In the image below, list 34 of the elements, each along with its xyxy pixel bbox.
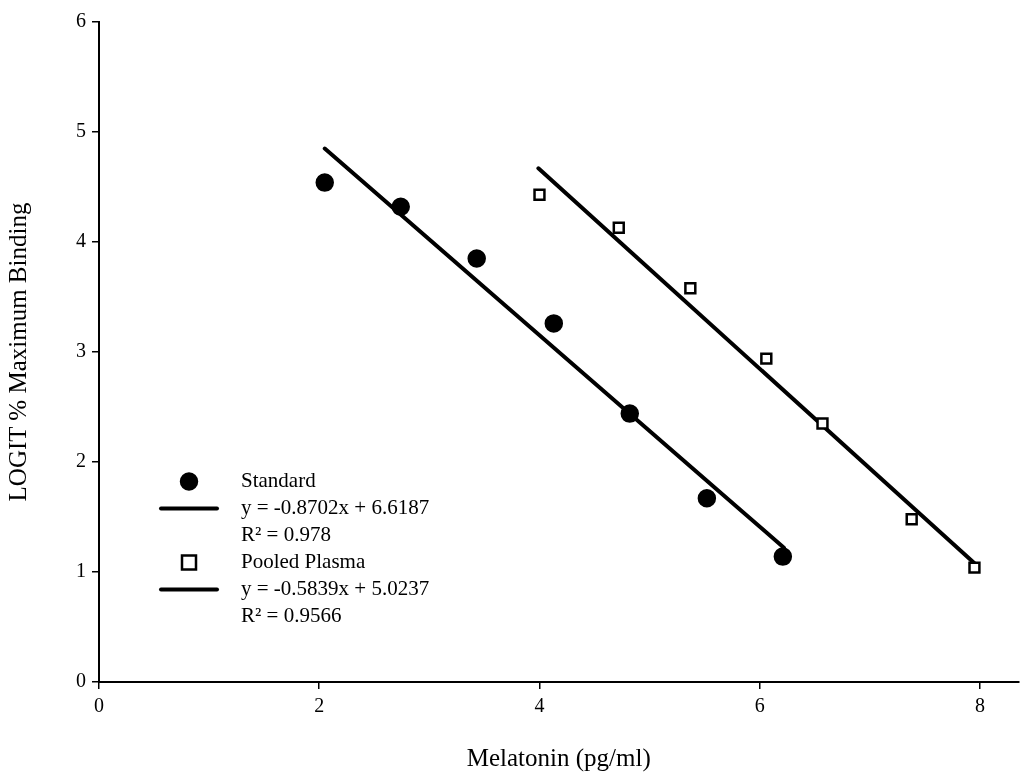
annotation: R² = 0.9566	[241, 603, 342, 628]
x-tick-label: 8	[974, 694, 985, 717]
y-axis-title: LOGIT % Maximum Binding	[3, 202, 31, 502]
y-tick-label: 1	[76, 559, 86, 582]
point	[697, 489, 717, 508]
point	[533, 188, 546, 201]
annotation: y = -0.5839x + 5.0237	[241, 576, 430, 601]
y-tick-label: 3	[76, 339, 86, 362]
legend-label: Standard	[241, 468, 317, 493]
point	[612, 221, 625, 234]
y-tick-label: 0	[76, 669, 86, 692]
y-tick-label: 6	[76, 9, 86, 32]
point	[760, 352, 773, 365]
y-tick-label: 5	[76, 119, 86, 142]
point	[905, 513, 918, 526]
point	[544, 314, 564, 333]
x-tick-label: 6	[754, 694, 765, 717]
point	[620, 404, 640, 423]
x-tick-label: 2	[314, 694, 325, 717]
annotation: y = -0.8702x + 6.6187	[241, 495, 430, 520]
x-tick-label: 0	[94, 694, 104, 717]
point	[816, 417, 829, 430]
x-tick-label: 4	[534, 694, 545, 717]
annotation: R² = 0.978	[241, 522, 331, 547]
point	[773, 547, 793, 566]
y-tick-label: 4	[76, 229, 86, 252]
legend-label: Pooled Plasma	[241, 549, 366, 574]
point	[968, 561, 981, 574]
y-tick-label: 2	[76, 449, 86, 472]
point	[684, 282, 697, 295]
point	[391, 197, 410, 217]
point	[315, 173, 334, 192]
x-axis-title: Melatonin (pg/ml)	[466, 743, 651, 772]
point	[467, 249, 486, 268]
